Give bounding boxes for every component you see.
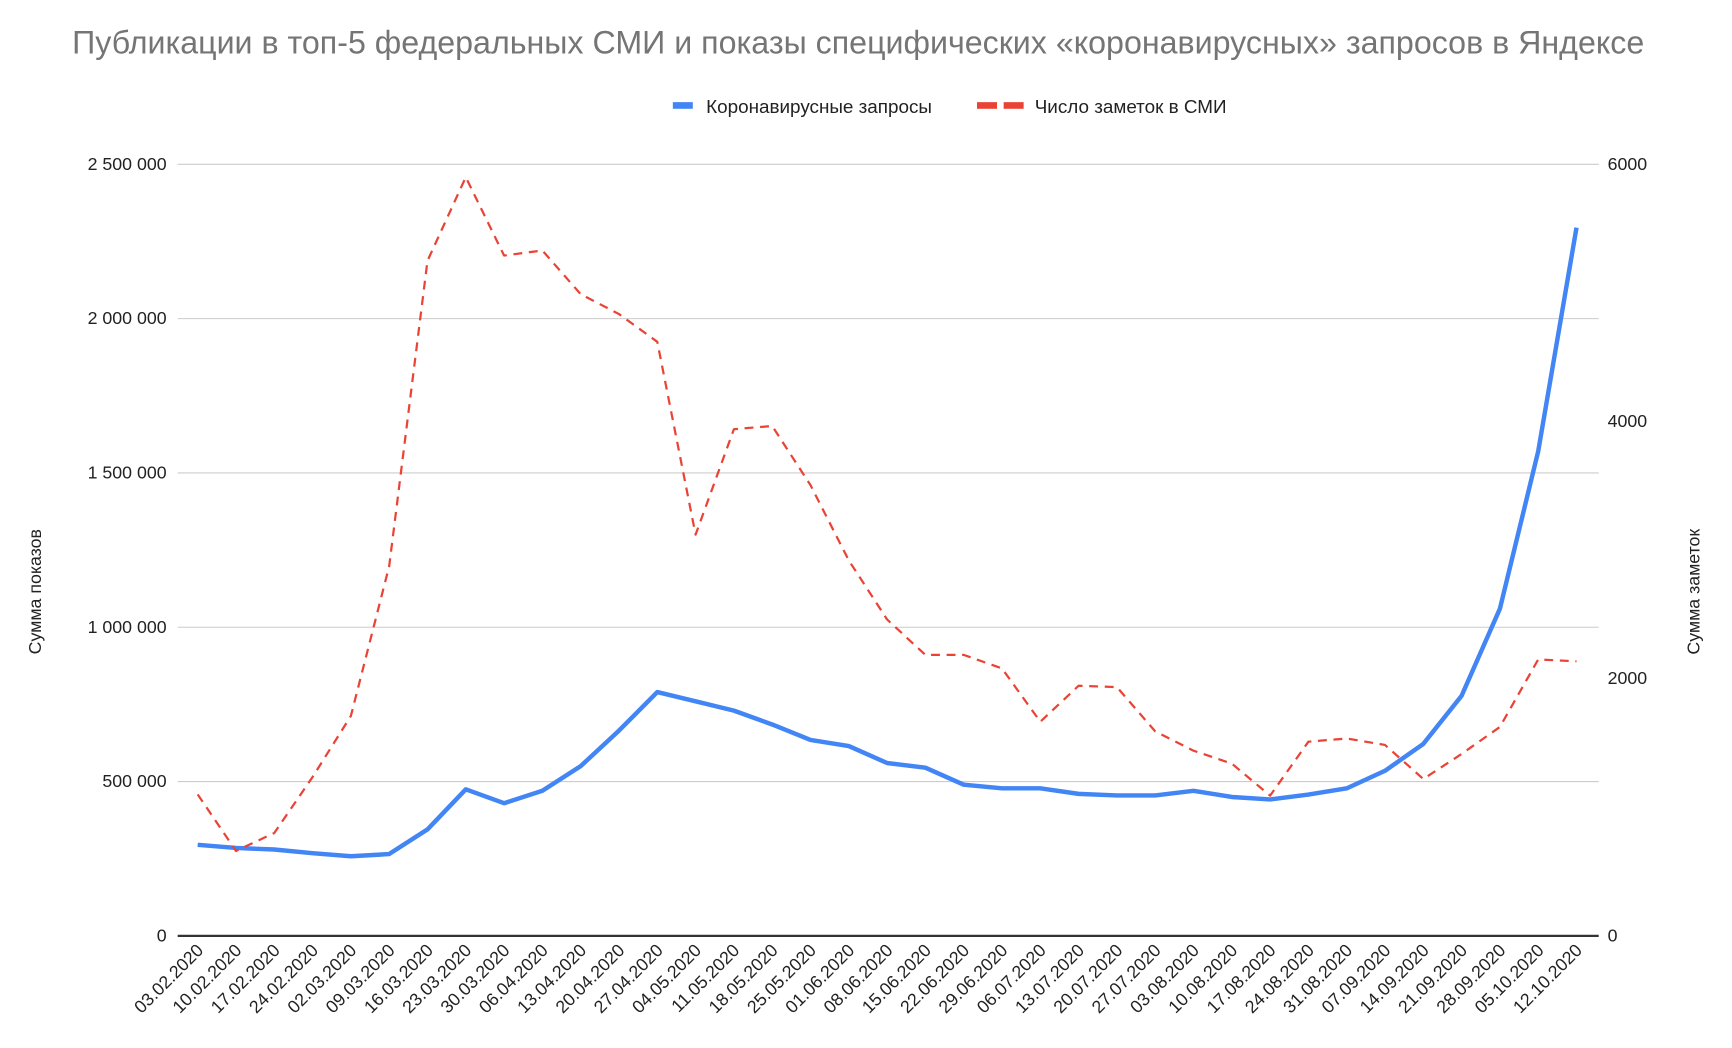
left-tick-label: 2 500 000 — [88, 154, 167, 174]
left-tick-label: 0 — [157, 925, 167, 945]
chart-title: Публикации в топ-5 федеральных СМИ и пок… — [72, 24, 1644, 60]
legend-label: Число заметок в СМИ — [1035, 96, 1227, 117]
left-tick-label: 1 500 000 — [88, 462, 167, 482]
left-tick-label: 1 000 000 — [88, 617, 167, 637]
right-tick-label: 6000 — [1608, 154, 1648, 174]
right-axis-title: Сумма заметок — [1684, 529, 1704, 655]
right-axis-ticks: 0 2000 4000 6000 — [1608, 154, 1648, 946]
legend-swatch — [672, 102, 693, 109]
series-line-2 — [196, 176, 1577, 853]
legend-label: Коронавирусные запросы — [706, 96, 932, 117]
x-axis-ticks: 03.02.202010.02.202017.02.202024.02.2020… — [130, 940, 1586, 1017]
left-axis-title: Сумма показов — [25, 529, 45, 654]
left-tick-label: 2 000 000 — [88, 308, 167, 328]
right-tick-label: 4000 — [1608, 411, 1648, 431]
legend: Коронавирусные запросы Число заметок в СМ… — [672, 96, 1227, 117]
left-tick-label: 500 000 — [102, 771, 166, 791]
left-axis-ticks: 0 500 000 1 000 000 1 500 000 2 000 000 2 500… — [88, 154, 167, 946]
right-tick-label: 2000 — [1608, 668, 1648, 688]
gridlines — [177, 163, 1599, 937]
legend-swatch — [977, 102, 997, 109]
right-tick-label: 0 — [1608, 925, 1618, 945]
legend-swatch — [1003, 102, 1024, 109]
series — [196, 176, 1579, 859]
series-line-1 — [197, 227, 1579, 859]
